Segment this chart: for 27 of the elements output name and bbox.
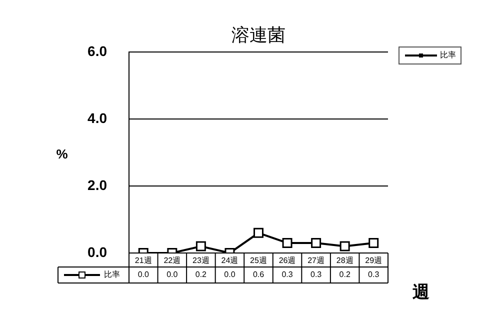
data-label: 0.3 xyxy=(282,270,294,280)
data-label: 0.0 xyxy=(166,270,178,280)
data-label: 0.6 xyxy=(252,270,265,280)
x-tick-label: 25週 xyxy=(250,256,267,266)
data-label: 0.2 xyxy=(339,270,351,280)
y-tick-label: 0.0 xyxy=(88,244,108,260)
x-tick-label: 21週 xyxy=(134,256,152,266)
legend-label: 比率 xyxy=(104,270,120,280)
chart-title: 溶連菌 xyxy=(232,24,286,45)
data-label: 0.3 xyxy=(368,270,380,280)
text: 比率 xyxy=(440,50,456,60)
x-tick-label: 29週 xyxy=(365,256,382,266)
x-tick-label: 28週 xyxy=(336,256,354,266)
data-label: 0.2 xyxy=(195,270,208,280)
y-tick-label: 2.0 xyxy=(88,176,108,193)
y-axis-title: % xyxy=(56,146,68,162)
x-tick-label: 24週 xyxy=(221,256,238,266)
y-tick-label: 4.0 xyxy=(88,110,108,126)
data-label: 0.3 xyxy=(310,270,322,280)
x-axis-title: 週 xyxy=(412,282,430,302)
y-tick-label: 6.0 xyxy=(88,42,108,59)
x-tick-label: 23週 xyxy=(192,256,210,266)
x-tick-label: 26週 xyxy=(278,256,296,266)
data-label: 0.0 xyxy=(224,270,236,280)
data-label: 0.0 xyxy=(138,270,150,280)
x-tick-label: 27週 xyxy=(308,256,325,266)
x-tick-label: 22週 xyxy=(164,256,181,266)
